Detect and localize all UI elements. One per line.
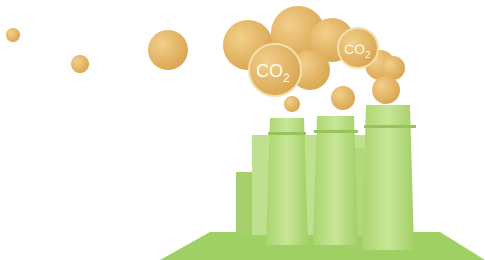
co2-text: CO bbox=[344, 41, 365, 57]
page: {"labels": [{"text": "CO", "subscript": … bbox=[0, 0, 485, 260]
factory-illustration: CO2 CO2 bbox=[0, 0, 485, 260]
smoke bbox=[6, 6, 405, 112]
co2-text: CO bbox=[256, 61, 283, 81]
chimneys bbox=[266, 105, 416, 250]
co2-subscript: 2 bbox=[283, 71, 290, 85]
co2-subscript: 2 bbox=[365, 50, 371, 61]
